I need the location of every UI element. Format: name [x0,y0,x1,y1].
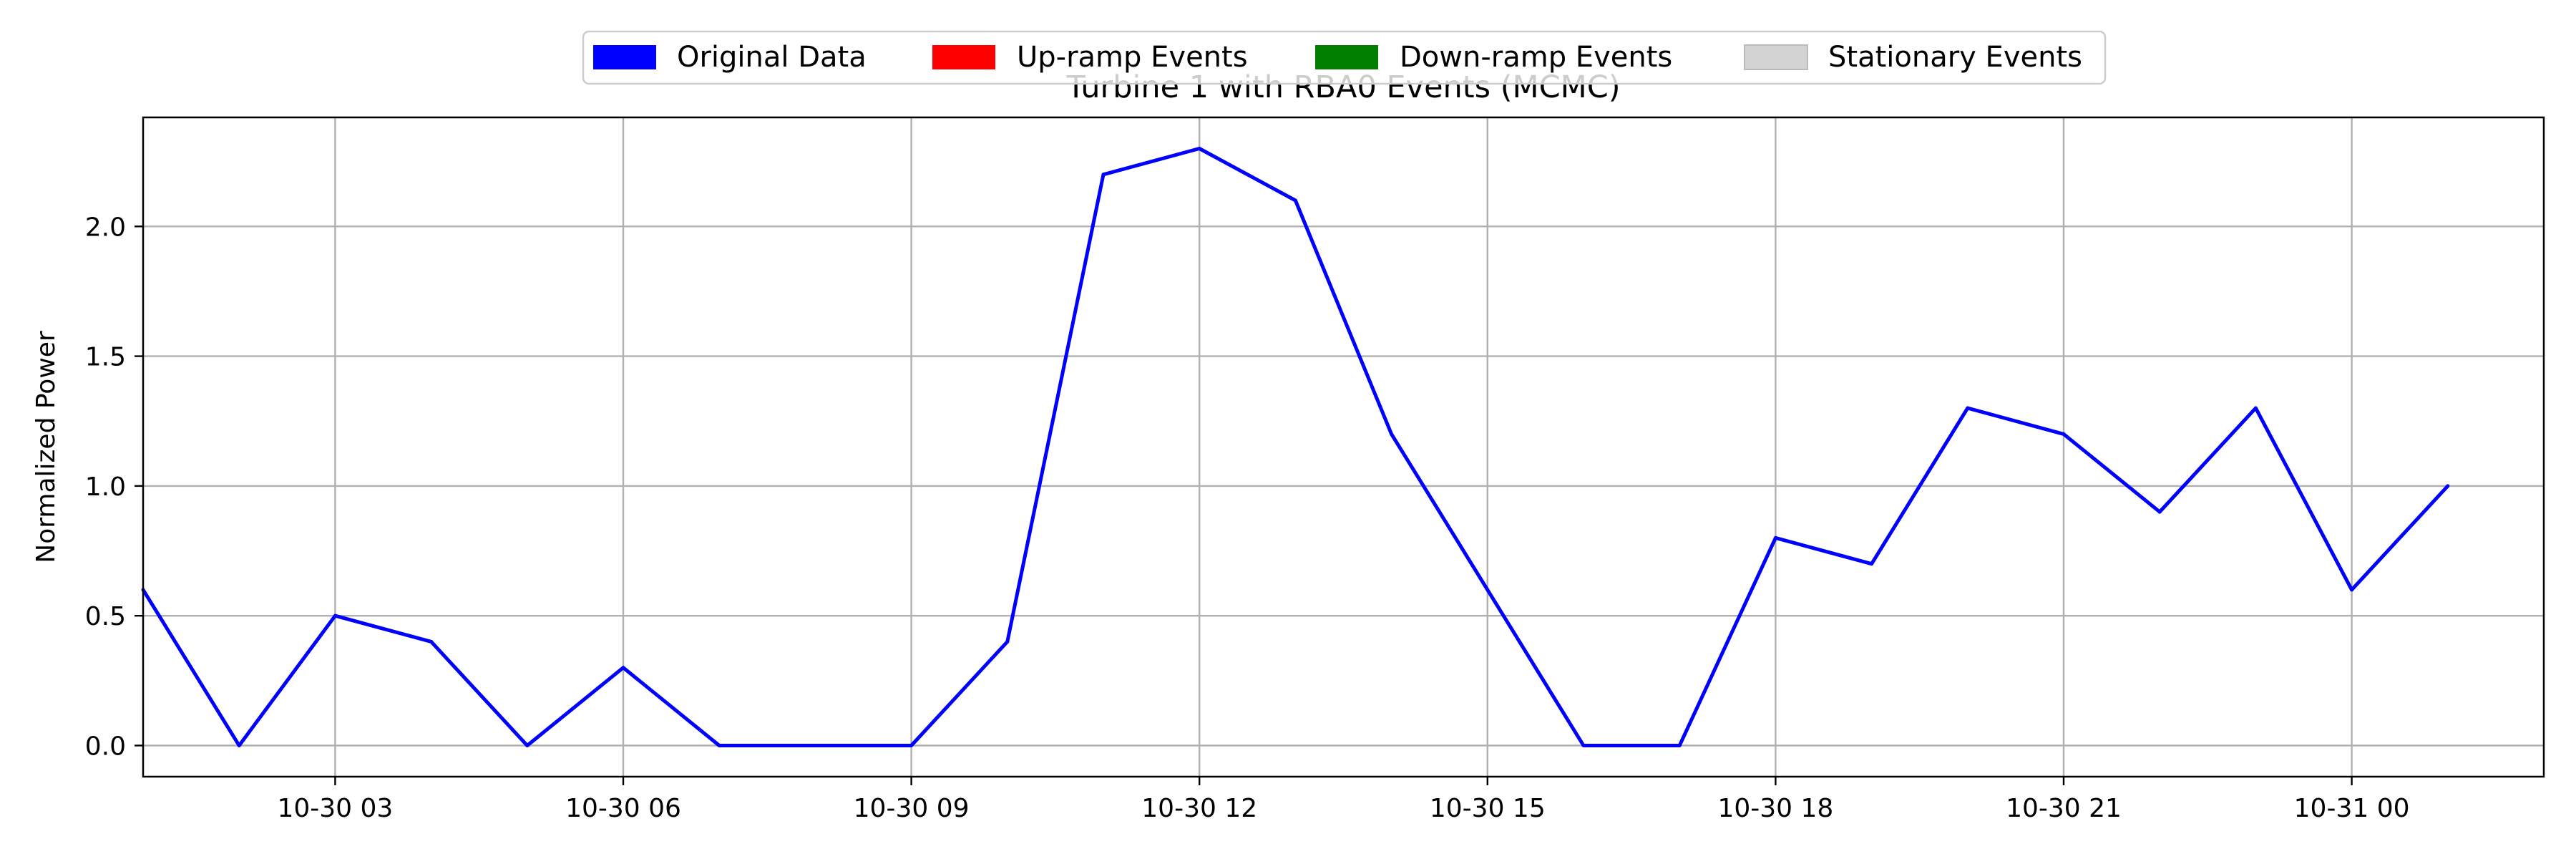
legend: Original Data Up-ramp Events Down-ramp Eve… [582,30,2107,85]
grid [143,117,2544,777]
y-tick-label: 0.5 [85,602,126,631]
y-tick-label: 2.0 [85,213,126,242]
legend-label: Original Data [677,41,867,74]
data-point [813,743,817,747]
legend-swatch [1744,44,1808,70]
y-axis: 0.0 0.5 1.0 1.5 2.0 [85,213,143,761]
data-point [621,666,625,670]
x-tick-label: 10-30 09 [854,794,970,823]
data-point [2253,406,2258,410]
data-point [1581,743,1586,747]
x-tick-label: 10-30 15 [1430,794,1546,823]
x-tick-label: 10-30 21 [2006,794,2122,823]
data-point [1101,173,1106,177]
y-tick-label: 0.0 [85,732,126,761]
legend-label: Stationary Events [1828,41,2082,74]
data-point [2350,588,2354,592]
x-axis: 10-30 03 10-30 06 10-30 09 10-30 12 10-30 15… [277,777,2410,823]
data-point [1677,743,1682,747]
legend-label: Up-ramp Events [1017,41,1248,74]
data-point [2157,510,2162,514]
data-point [717,743,721,747]
data-point [2062,432,2066,436]
data-point [909,743,914,747]
data-point [2446,484,2450,488]
data-point [237,743,241,747]
legend-label: Down-ramp Events [1400,41,1672,74]
legend-swatch [932,45,995,69]
plot-frame [142,116,2545,778]
data-point [1197,147,1201,151]
data-point [1966,406,1970,410]
x-tick-label: 10-31 00 [2294,794,2410,823]
data-point [1485,588,1490,592]
series-layer [141,147,2450,747]
data-point [429,639,434,644]
legend-swatch [593,45,656,69]
legend-swatch [1315,45,1378,69]
data-point [1005,639,1010,644]
data-point [1293,198,1297,203]
x-tick-label: 10-30 03 [277,794,393,823]
data-point [1870,562,1874,566]
x-tick-label: 10-30 18 [1717,794,1833,823]
data-point [333,613,337,618]
data-point [1390,432,1394,436]
x-tick-label: 10-30 12 [1141,794,1257,823]
x-tick-label: 10-30 06 [565,794,681,823]
data-point [525,743,530,747]
y-tick-label: 1.5 [85,343,126,372]
data-point [1773,535,1777,540]
y-tick-label: 1.0 [85,472,126,502]
y-axis-label: Normalized Power [31,331,61,563]
